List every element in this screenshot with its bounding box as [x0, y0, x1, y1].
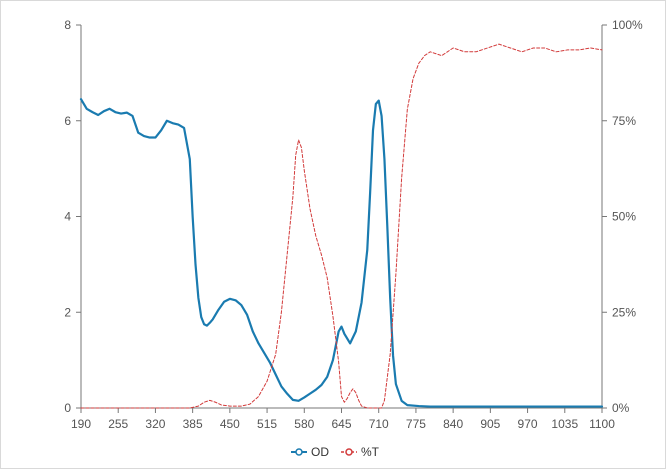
y-left-tick-label: 8 — [64, 18, 71, 32]
y-left-tick-label: 6 — [64, 114, 71, 128]
series-line-od — [79, 98, 604, 408]
y-left-tick-label: 0 — [64, 401, 71, 415]
y-right-tick-label: 100% — [612, 18, 643, 32]
x-tick-label: 255 — [108, 417, 128, 431]
legend-swatch-marker — [345, 448, 353, 456]
axes: 190 255 320 385 450 515 580 645 710 775 840 905 970 1… — [64, 18, 643, 431]
y-right-tick-label: 0% — [612, 401, 630, 415]
legend-item-od[interactable]: OD — [291, 445, 329, 459]
y-right-tick-label: 25% — [612, 305, 636, 319]
x-tick-label: 580 — [294, 417, 314, 431]
legend-label: OD — [311, 445, 329, 459]
x-tick-label: 905 — [480, 417, 500, 431]
legend: OD %T — [291, 445, 380, 459]
legend-swatch-marker — [295, 448, 303, 456]
legend-label: %T — [361, 445, 380, 459]
x-tick-label: 190 — [71, 417, 91, 431]
x-tick-label: 775 — [406, 417, 426, 431]
y-left-tick-label: 2 — [64, 305, 71, 319]
y-right-tick-label: 50% — [612, 210, 636, 224]
x-tick-label: 970 — [518, 417, 538, 431]
series-layer — [79, 43, 604, 409]
x-tick-label: 1100 — [589, 417, 615, 431]
x-tick-label: 450 — [220, 417, 240, 431]
x-tick-label: 1035 — [551, 417, 578, 431]
x-tick-label: 515 — [257, 417, 277, 431]
legend-item-transmission[interactable]: %T — [341, 445, 380, 459]
y-right-tick-label: 75% — [612, 114, 636, 128]
x-tick-label: 710 — [369, 417, 389, 431]
x-tick-label: 840 — [443, 417, 463, 431]
x-tick-label: 385 — [183, 417, 203, 431]
series-line-transmission — [80, 43, 603, 409]
y-left-tick-label: 4 — [64, 210, 71, 224]
x-tick-label: 320 — [145, 417, 165, 431]
x-tick-label: 645 — [331, 417, 351, 431]
